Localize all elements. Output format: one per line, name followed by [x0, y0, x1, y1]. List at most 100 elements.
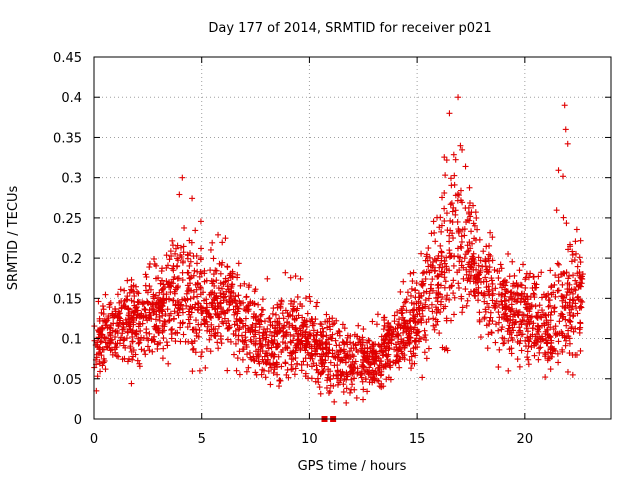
data-point: [197, 268, 204, 275]
data-point: [443, 254, 450, 261]
data-point: [531, 352, 538, 359]
data-point: [425, 305, 432, 312]
data-point: [197, 245, 204, 252]
y-tick-label: 0.4: [61, 91, 82, 106]
data-point: [391, 318, 398, 325]
data-point: [214, 339, 221, 346]
data-point: [485, 283, 492, 290]
data-point: [184, 269, 191, 276]
data-point: [233, 367, 240, 374]
data-point: [265, 345, 272, 352]
data-point: [369, 318, 376, 325]
data-point: [524, 348, 531, 355]
data-point: [159, 355, 166, 362]
data-point: [337, 347, 344, 354]
data-point: [213, 277, 220, 284]
x-tick-label: 5: [198, 432, 206, 447]
data-point: [327, 359, 334, 366]
data-point: [276, 377, 283, 384]
data-point: [326, 341, 333, 348]
data-point: [124, 277, 131, 284]
data-point: [302, 295, 309, 302]
data-point: [462, 163, 469, 170]
data-point: [459, 146, 466, 153]
data-point: [353, 394, 360, 401]
data-point: [186, 320, 193, 327]
y-tick-label: 0.3: [61, 172, 82, 187]
data-point: [456, 258, 463, 265]
data-point: [572, 250, 579, 257]
data-point: [551, 281, 558, 288]
data-point: [330, 382, 337, 389]
data-point: [523, 325, 530, 332]
data-point: [525, 361, 532, 368]
data-point: [464, 242, 471, 249]
data-point: [495, 319, 502, 326]
y-tick-labels: 0 0.05 0.1 0.15 0.2 0.25 0.3 0.35 0.4 0.45: [53, 51, 82, 428]
peak-point: [446, 110, 453, 117]
data-point: [493, 321, 500, 328]
data-point: [143, 329, 150, 336]
data-point: [459, 309, 466, 316]
data-point: [184, 288, 191, 295]
data-point: [499, 324, 506, 331]
data-point: [572, 277, 579, 284]
data-point: [293, 360, 300, 367]
data-point: [496, 346, 503, 353]
data-point: [430, 322, 437, 329]
data-point: [351, 386, 358, 393]
data-point: [242, 315, 249, 322]
data-point: [443, 315, 450, 322]
data-point: [548, 309, 555, 316]
data-point: [425, 263, 432, 270]
data-point: [215, 285, 222, 292]
data-point: [144, 298, 151, 305]
data-point: [441, 284, 448, 291]
data-point: [232, 340, 239, 347]
data-point: [176, 191, 183, 198]
data-point: [107, 347, 114, 354]
data-point: [558, 310, 565, 317]
data-point: [526, 338, 533, 345]
grid: [94, 57, 611, 419]
data-point: [95, 298, 102, 305]
data-point: [318, 332, 325, 339]
data-point: [180, 243, 187, 250]
data-point: [455, 284, 462, 291]
data-point: [230, 351, 237, 358]
data-point: [155, 274, 162, 281]
data-point: [407, 270, 414, 277]
data-point: [450, 235, 457, 242]
x-tick-label: 20: [517, 432, 534, 447]
data-point: [450, 262, 457, 269]
data-point: [197, 256, 204, 263]
data-point: [514, 283, 521, 290]
data-point: [577, 320, 584, 327]
data-point: [102, 291, 109, 298]
data-point: [124, 358, 131, 365]
data-point: [176, 306, 183, 313]
data-point: [547, 267, 554, 274]
data-point: [421, 327, 428, 334]
data-point: [419, 374, 426, 381]
data-point: [574, 263, 581, 270]
data-point: [569, 313, 576, 320]
data-point: [412, 287, 419, 294]
data-point: [346, 389, 353, 396]
data-point: [511, 272, 518, 279]
data-point: [556, 318, 563, 325]
data-point: [461, 232, 468, 239]
data-point: [482, 263, 489, 270]
data-point: [572, 238, 579, 245]
data-point: [455, 280, 462, 287]
data-point: [438, 248, 445, 255]
data-point: [456, 267, 463, 274]
data-point: [407, 292, 414, 299]
data-point: [175, 275, 182, 282]
data-point: [166, 256, 173, 263]
data-point: [235, 260, 242, 267]
data-point: [169, 237, 176, 244]
data-point: [436, 330, 443, 337]
data-point: [525, 356, 532, 363]
data-point: [292, 273, 299, 280]
